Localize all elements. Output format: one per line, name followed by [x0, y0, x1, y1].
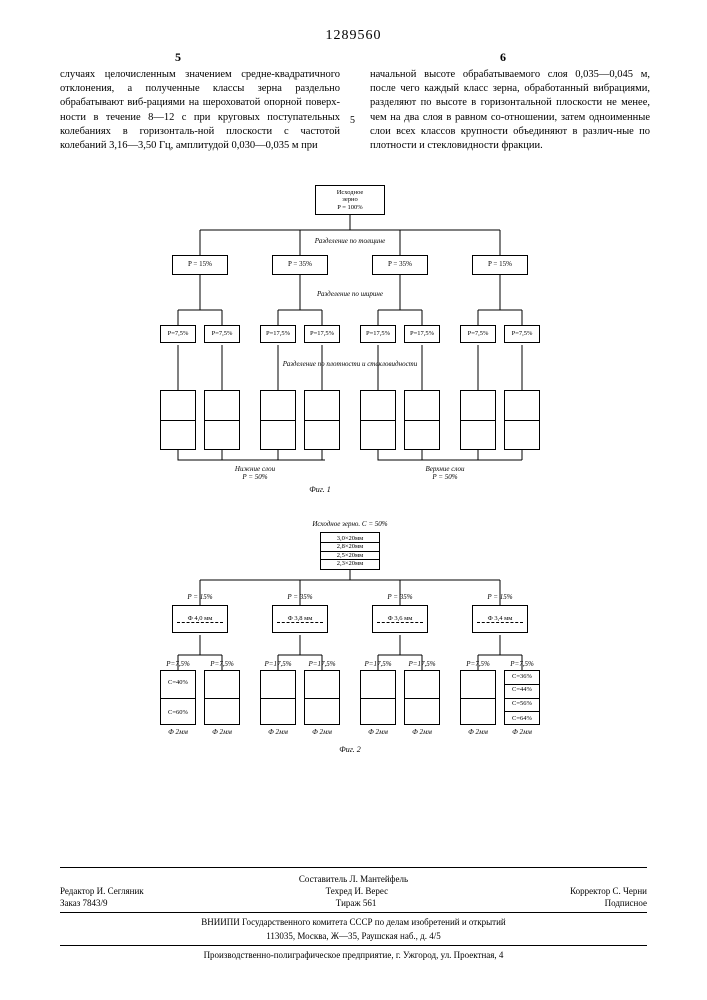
fig2-top-row: 2,3×20мм: [337, 560, 364, 567]
fig2-row2-f: Ф 2мм: [260, 728, 296, 736]
fig1-row2-box: P=17,5%: [260, 325, 296, 343]
column-right: начальной высоте обрабатываемого слоя 0,…: [370, 68, 650, 153]
fig1-top-box-l2: зерно: [342, 196, 357, 203]
fig2-row2-f: Ф 2мм: [504, 728, 540, 736]
fig2-c-label: C=60%: [168, 709, 188, 716]
footer: Составитель Л. Мантейфель Редактор И. Се…: [60, 867, 647, 960]
fig2-tall-box: [460, 670, 496, 725]
figure-2: Исходное зерно. C = 50% 3,0×20мм 2,8×20м…: [150, 520, 550, 770]
fig1-tall-box: [404, 390, 440, 450]
fig2-row2-p: P=17,5%: [404, 660, 440, 668]
fig1-row2-box: P=7,5%: [160, 325, 196, 343]
fig2-tall-box: C=40% C=60%: [160, 670, 196, 725]
fig1-tall-box: [204, 390, 240, 450]
fig1-tall-box: [504, 390, 540, 450]
fig2-tall-box: [304, 670, 340, 725]
fig2-row2-f: Ф 2мм: [204, 728, 240, 736]
footer-org1: ВНИИПИ Государственного комитета СССР по…: [60, 917, 647, 927]
fig2-row2-f: Ф 2мм: [460, 728, 496, 736]
footer-tirage: Тираж 561: [336, 898, 377, 908]
fig1-tall-box: [260, 390, 296, 450]
page-number-right: 6: [500, 50, 506, 65]
fig2-tall-box: [260, 670, 296, 725]
fig2-row1-p: P = 35%: [372, 593, 428, 601]
fig1-tall-box: [460, 390, 496, 450]
fig1-row2-box: P=7,5%: [504, 325, 540, 343]
fig1-tall-box: [360, 390, 396, 450]
footer-compiler: Составитель Л. Мантейфель: [299, 874, 408, 884]
fig2-row2-f: Ф 2мм: [360, 728, 396, 736]
fig2-row1-box: Ф 3,8 мм: [272, 605, 328, 633]
fig2-tall-box: C=36% C=44% C=56% C=64%: [504, 670, 540, 725]
fig2-row1-p: P = 15%: [472, 593, 528, 601]
fig2-top-box: 3,0×20мм 2,8×20мм 2,5×20мм 2,3×20мм: [320, 532, 380, 570]
fig1-row1-box: P = 35%: [272, 255, 328, 275]
fig2-row1-box: Ф 3,6 мм: [372, 605, 428, 633]
footer-techred: Техред И. Верес: [326, 886, 388, 896]
fig1-row1-box: P = 15%: [172, 255, 228, 275]
fig1-row2-box: P=17,5%: [304, 325, 340, 343]
footer-sign: Подписное: [605, 898, 647, 908]
fig1-top-box-l1: Исходное: [337, 189, 364, 196]
fig2-tall-box: [404, 670, 440, 725]
fig1-tall-box: [304, 390, 340, 450]
fig2-row2-p: P=7,5%: [204, 660, 240, 668]
fig1-row2-box: P=7,5%: [460, 325, 496, 343]
fig1-stage2-label: Разделение по ширине: [150, 290, 550, 298]
fig1-row2-box: P=7,5%: [204, 325, 240, 343]
fig2-top-row: 2,5×20мм: [321, 552, 379, 560]
fig2-row2-p: P=17,5%: [260, 660, 296, 668]
fig2-row1-p: P = 15%: [172, 593, 228, 601]
fig2-caption: Фиг. 2: [320, 745, 380, 754]
footer-corrector: Корректор С. Черни: [570, 886, 647, 896]
fig1-top-box-l3: P = 100%: [337, 204, 362, 211]
fig2-top-row: 3,0×20мм: [321, 535, 379, 543]
fig2-row1-p: P = 35%: [272, 593, 328, 601]
fig2-row2-p: P=17,5%: [304, 660, 340, 668]
fig1-row1-box: P = 35%: [372, 255, 428, 275]
fig1-tall-box: [160, 390, 196, 450]
fig2-c-label: C=36%: [512, 673, 532, 680]
footer-order: Заказ 7843/9: [60, 898, 108, 908]
fig1-bottom-right-label: Верхние слои P = 50%: [370, 465, 520, 481]
fig2-row2-p: P=17,5%: [360, 660, 396, 668]
fig2-row1-box: Ф 4,0 мм: [172, 605, 228, 633]
fig2-row2-p: P=7,5%: [504, 660, 540, 668]
patent-number: 1289560: [0, 28, 707, 44]
fig1-bottom-left-label: Нижние слои P = 50%: [180, 465, 330, 481]
figure-1: Исходное зерно P = 100% Разделение по то…: [150, 185, 550, 495]
fig2-row2-f: Ф 2мм: [304, 728, 340, 736]
fig1-stage1-label: Разделение по толщине: [150, 237, 550, 245]
footer-editor: Редактор И. Сегляник: [60, 886, 144, 896]
fig2-row2-p: P=7,5%: [460, 660, 496, 668]
fig2-top-label: Исходное зерно. C = 50%: [150, 520, 550, 528]
footer-org3: Производственно-полиграфическое предприя…: [60, 950, 647, 960]
fig2-top-row: 2,8×20мм: [321, 543, 379, 551]
fig1-caption: Фиг. 1: [290, 485, 350, 494]
fig2-row2-f: Ф 2мм: [404, 728, 440, 736]
footer-org2: 113035, Москва, Ж—35, Раушская наб., д. …: [60, 931, 647, 941]
page-number-left: 5: [175, 50, 181, 65]
page: 1289560 5 6 случаях целочисленным значен…: [0, 0, 707, 1000]
fig2-c-label: C=64%: [512, 715, 532, 722]
fig2-row2-f: Ф 2мм: [160, 728, 196, 736]
fig1-row2-box: P=17,5%: [404, 325, 440, 343]
column-left: случаях целочисленным значением средне-к…: [60, 68, 340, 153]
fig2-c-label: C=40%: [168, 679, 188, 686]
fig2-c-label: C=56%: [512, 700, 532, 707]
fig1-row2-box: P=17,5%: [360, 325, 396, 343]
margin-number: 5: [350, 115, 355, 126]
fig2-c-label: C=44%: [512, 686, 532, 693]
fig2-row1-box: Ф 3,4 мм: [472, 605, 528, 633]
fig2-tall-box: [360, 670, 396, 725]
fig1-stage3-label: Разделение по плотности и стекловидности: [150, 360, 550, 368]
fig1-top-box: Исходное зерно P = 100%: [315, 185, 385, 215]
fig2-tall-box: [204, 670, 240, 725]
fig1-row1-box: P = 15%: [472, 255, 528, 275]
fig2-row2-p: P=7,5%: [160, 660, 196, 668]
